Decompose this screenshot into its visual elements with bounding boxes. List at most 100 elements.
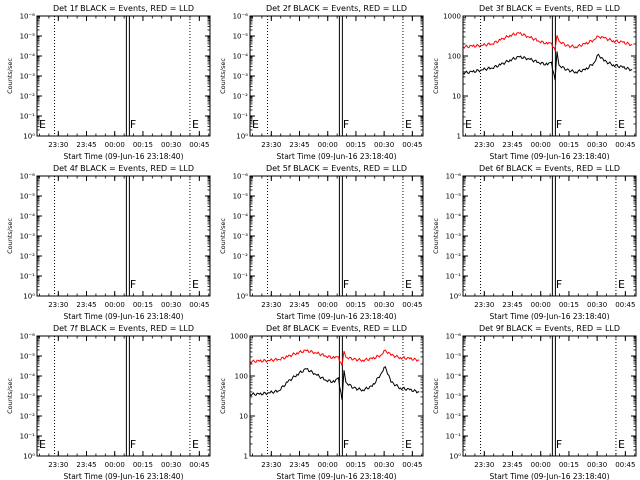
x-tick-label: 00:00 bbox=[105, 301, 125, 309]
chart-panel-6: Det 6f BLACK = Events, RED = LLD Counts/s… bbox=[426, 160, 639, 320]
region-label: E bbox=[405, 438, 412, 451]
x-tick-label: 23:45 bbox=[76, 301, 96, 309]
chart-panel-3: Det 3f BLACK = Events, RED = LLD Counts/s… bbox=[426, 0, 639, 160]
y-tick-label: 10 bbox=[239, 413, 248, 421]
y-tick-label: 10⁻³ bbox=[20, 73, 36, 81]
y-tick-label: 10⁰ bbox=[236, 293, 248, 301]
chart-svg-6: Det 6f BLACK = Events, RED = LLD Counts/s… bbox=[432, 164, 637, 320]
region-label: E bbox=[39, 118, 46, 131]
x-axis-label: Start Time (09-Jun-16 23:18:40) bbox=[277, 152, 397, 160]
y-tick-label: 10⁰ bbox=[236, 133, 248, 141]
region-label: E bbox=[192, 438, 199, 451]
plot-frame bbox=[462, 15, 637, 137]
y-tick-label: 10⁻⁵ bbox=[20, 353, 36, 361]
region-label: E bbox=[252, 118, 259, 131]
x-axis-label: Start Time (09-Jun-16 23:18:40) bbox=[490, 472, 610, 480]
x-tick-label: 00:00 bbox=[105, 461, 125, 469]
y-axis-label: Counts/sec bbox=[219, 58, 227, 94]
region-label: E bbox=[192, 278, 199, 291]
x-axis-label: Start Time (09-Jun-16 23:18:40) bbox=[277, 312, 397, 320]
y-tick-label: 10⁻¹ bbox=[446, 273, 462, 281]
x-tick-label: 00:00 bbox=[318, 301, 338, 309]
x-tick-label: 00:45 bbox=[402, 301, 422, 309]
region-label: F bbox=[556, 278, 562, 291]
chart-title: Det 7f BLACK = Events, RED = LLD bbox=[53, 324, 194, 333]
x-axis-label: Start Time (09-Jun-16 23:18:40) bbox=[277, 472, 397, 480]
y-tick-label: 10⁻¹ bbox=[446, 433, 462, 441]
x-tick-label: 00:45 bbox=[189, 141, 209, 149]
x-tick-label: 00:15 bbox=[559, 301, 579, 309]
y-tick-label: 10⁻² bbox=[446, 253, 462, 261]
chart-title: Det 6f BLACK = Events, RED = LLD bbox=[479, 164, 620, 173]
x-tick-label: 23:30 bbox=[48, 301, 68, 309]
x-tick-label: 00:30 bbox=[374, 301, 394, 309]
x-tick-label: 23:45 bbox=[289, 461, 309, 469]
region-label: E bbox=[405, 278, 412, 291]
region-label: E bbox=[618, 118, 625, 131]
y-tick-label: 10⁻² bbox=[446, 413, 462, 421]
x-tick-label: 23:30 bbox=[474, 301, 494, 309]
x-tick-label: 23:30 bbox=[474, 141, 494, 149]
x-tick-label: 00:15 bbox=[346, 301, 366, 309]
chart-panel-1: Det 1f BLACK = Events, RED = LLD Counts/s… bbox=[0, 0, 213, 160]
region-label: E bbox=[618, 438, 625, 451]
region-label: E bbox=[39, 438, 46, 451]
x-tick-label: 23:30 bbox=[261, 301, 281, 309]
region-label: F bbox=[556, 438, 562, 451]
y-tick-label: 10⁻¹ bbox=[20, 273, 36, 281]
x-tick-label: 00:45 bbox=[402, 141, 422, 149]
region-label: F bbox=[130, 118, 136, 131]
x-tick-label: 23:45 bbox=[289, 141, 309, 149]
y-tick-label: 10⁻⁴ bbox=[20, 213, 36, 221]
plot-frame bbox=[36, 15, 211, 137]
y-tick-label: 10⁻⁵ bbox=[233, 193, 249, 201]
chart-panel-4: Det 4f BLACK = Events, RED = LLD Counts/s… bbox=[0, 160, 213, 320]
x-tick-label: 23:30 bbox=[48, 141, 68, 149]
y-tick-label: 10⁻¹ bbox=[20, 113, 36, 121]
region-label: E bbox=[192, 118, 199, 131]
series-line-2 bbox=[462, 51, 633, 81]
y-tick-label: 1000 bbox=[230, 333, 248, 341]
y-tick-label: 10⁻³ bbox=[446, 393, 462, 401]
x-tick-label: 00:30 bbox=[587, 301, 607, 309]
y-tick-label: 10⁻³ bbox=[20, 233, 36, 241]
chart-svg-9: Det 9f BLACK = Events, RED = LLD Counts/s… bbox=[432, 324, 637, 480]
y-tick-label: 10⁻⁴ bbox=[20, 53, 36, 61]
region-label: F bbox=[343, 438, 349, 451]
chart-title: Det 5f BLACK = Events, RED = LLD bbox=[266, 164, 407, 173]
y-tick-label: 10⁻³ bbox=[20, 393, 36, 401]
region-label: F bbox=[556, 118, 562, 131]
x-axis-label: Start Time (09-Jun-16 23:18:40) bbox=[64, 152, 184, 160]
chart-panel-7: Det 7f BLACK = Events, RED = LLD Counts/s… bbox=[0, 320, 213, 480]
chart-title: Det 3f BLACK = Events, RED = LLD bbox=[479, 4, 620, 13]
x-tick-label: 23:45 bbox=[76, 141, 96, 149]
y-tick-label: 10⁰ bbox=[449, 453, 461, 461]
y-tick-label: 10⁻⁵ bbox=[20, 193, 36, 201]
plot-frame bbox=[36, 175, 211, 297]
y-axis-label: Counts/sec bbox=[6, 378, 14, 414]
chart-title: Det 4f BLACK = Events, RED = LLD bbox=[53, 164, 194, 173]
chart-panel-2: Det 2f BLACK = Events, RED = LLD Counts/s… bbox=[213, 0, 426, 160]
region-label: F bbox=[343, 118, 349, 131]
y-axis-label: Counts/sec bbox=[219, 218, 227, 254]
y-tick-label: 10⁻³ bbox=[233, 233, 249, 241]
y-tick-label: 10⁻⁶ bbox=[233, 173, 249, 181]
chart-svg-7: Det 7f BLACK = Events, RED = LLD Counts/s… bbox=[6, 324, 211, 480]
x-tick-label: 23:45 bbox=[289, 301, 309, 309]
y-tick-label: 10⁻⁴ bbox=[446, 213, 462, 221]
series-line-1 bbox=[249, 349, 420, 366]
x-tick-label: 00:15 bbox=[559, 141, 579, 149]
region-label: F bbox=[130, 438, 136, 451]
region-label: E bbox=[465, 118, 472, 131]
x-tick-label: 00:30 bbox=[161, 301, 181, 309]
region-label: E bbox=[618, 278, 625, 291]
x-tick-label: 00:00 bbox=[531, 141, 551, 149]
plot-frame bbox=[249, 15, 424, 137]
x-tick-label: 00:15 bbox=[133, 301, 153, 309]
x-tick-label: 00:30 bbox=[587, 461, 607, 469]
y-tick-label: 10⁻⁵ bbox=[20, 33, 36, 41]
x-tick-label: 00:30 bbox=[161, 461, 181, 469]
x-tick-label: 23:45 bbox=[502, 141, 522, 149]
chart-title: Det 9f BLACK = Events, RED = LLD bbox=[479, 324, 620, 333]
